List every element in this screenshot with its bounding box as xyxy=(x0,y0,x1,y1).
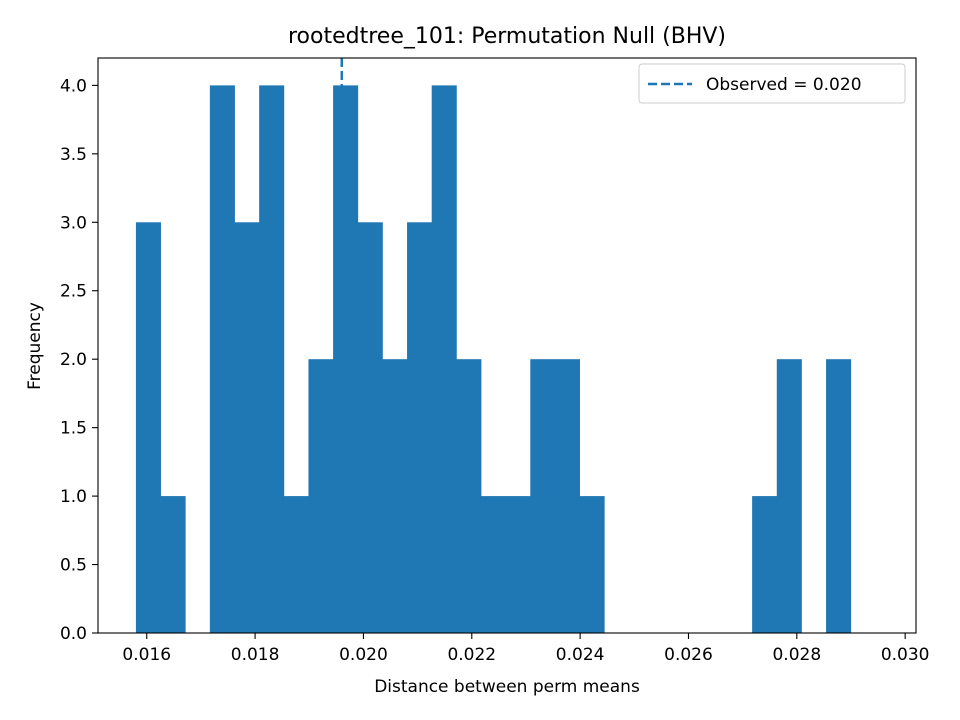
legend: Observed = 0.020 xyxy=(638,63,906,104)
x-tick-label: 0.022 xyxy=(447,645,496,665)
y-tick-label: 1.0 xyxy=(60,487,87,507)
histogram-bar xyxy=(160,496,186,633)
x-tick-label: 0.024 xyxy=(556,645,605,665)
y-tick-label: 1.5 xyxy=(60,419,87,439)
plot-frame xyxy=(97,57,917,634)
legend-box xyxy=(638,63,906,104)
histogram-bar xyxy=(407,222,433,634)
x-tick-label: 0.028 xyxy=(772,645,821,665)
histogram-bar xyxy=(530,359,556,633)
y-tick-label: 0.0 xyxy=(60,624,87,644)
y-tick-label: 2.5 xyxy=(60,282,87,302)
histogram-bar xyxy=(209,85,235,633)
x-tick-label: 0.016 xyxy=(122,645,171,665)
x-tick-label: 0.030 xyxy=(881,645,930,665)
histogram-bar xyxy=(382,359,408,633)
histogram-bar xyxy=(283,496,309,633)
histogram-bar xyxy=(456,359,482,633)
y-tick-label: 2.0 xyxy=(60,350,87,370)
y-tick-label: 3.0 xyxy=(60,213,87,233)
x-axis-label: Distance between perm means xyxy=(374,677,640,697)
histogram-bar xyxy=(579,496,605,633)
y-tick-label: 3.5 xyxy=(60,145,87,165)
y-tick-label: 0.5 xyxy=(60,556,87,576)
histogram-bar xyxy=(752,496,778,633)
histogram-bar xyxy=(431,85,457,633)
x-axis-ticks: 0.016 0.018 0.020 0.022 0.024 0.026 0.028 0.030 xyxy=(122,633,930,665)
legend-observed-label: Observed = 0.020 xyxy=(706,75,862,95)
histogram-bar xyxy=(357,222,383,634)
histogram-bar xyxy=(480,496,507,633)
histogram-bar xyxy=(135,222,161,634)
histogram-bar xyxy=(308,359,334,633)
y-axis-label: Frequency xyxy=(25,302,45,390)
histogram-bar xyxy=(259,85,285,633)
x-tick-label: 0.018 xyxy=(231,645,280,665)
y-tick-label: 4.0 xyxy=(60,76,87,96)
y-axis-ticks: 0.0 0.5 1.0 1.5 2.0 2.5 3.0 3.5 4.0 xyxy=(60,76,98,644)
x-tick-label: 0.026 xyxy=(664,645,713,665)
x-tick-label: 0.020 xyxy=(339,645,388,665)
chart-title: rootedtree_101: Permutation Null (BHV) xyxy=(288,24,726,49)
histogram-bar xyxy=(234,222,260,634)
histogram-bar xyxy=(826,359,852,633)
histogram-bars xyxy=(135,85,852,634)
histogram-bar xyxy=(776,359,802,633)
histogram-bar xyxy=(554,359,580,633)
histogram-bar xyxy=(505,496,531,633)
histogram-bar xyxy=(333,85,359,633)
